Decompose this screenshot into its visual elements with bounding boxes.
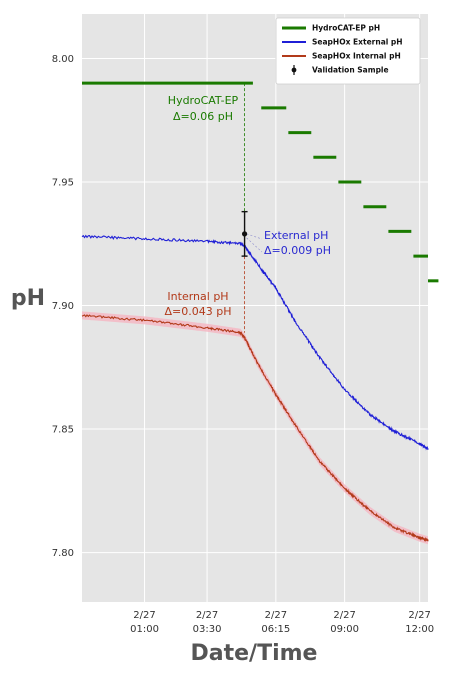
- x-tick-date: 2/27: [333, 610, 355, 621]
- external-annotation-pointer: [246, 233, 263, 240]
- legend-swatch: [291, 67, 297, 73]
- plot-area: [82, 14, 428, 602]
- y-tick-label: 8.00: [52, 54, 74, 65]
- external-annotation-pointer: [246, 237, 263, 253]
- y-axis-title: pH: [11, 286, 45, 311]
- validation-sample-point: [241, 231, 248, 237]
- x-tick-date: 2/27: [265, 610, 287, 621]
- legend: HydroCAT-EP pH SeapHOx External pH SeapHOx…: [275, 17, 421, 85]
- x-tick-date: 2/27: [133, 610, 155, 621]
- uncertainty-bands: [82, 311, 428, 545]
- y-tick-label: 7.90: [52, 301, 74, 312]
- x-tick-time: 03:30: [193, 624, 222, 635]
- legend-entry: SeapHOx External pH: [312, 38, 403, 47]
- y-tick-label: 7.80: [52, 548, 74, 559]
- x-tick-date: 2/27: [196, 610, 218, 621]
- annotation-external-line2: Δ=0.009 pH: [264, 244, 331, 257]
- x-tick-time: 09:00: [330, 624, 359, 635]
- annotation-external-line1: External pH: [264, 229, 328, 242]
- internal-ph-line: [81, 314, 429, 542]
- y-tick-label: 7.95: [52, 178, 74, 189]
- annotation-hydrocat-line2: Δ=0.06 pH: [173, 110, 233, 123]
- external-ph-line: [81, 234, 429, 451]
- legend-entry: Validation Sample: [312, 66, 389, 75]
- annotation-hydrocat-line1: HydroCAT-EP: [168, 94, 239, 107]
- x-tick-time: 12:00: [405, 624, 434, 635]
- y-tick-label: 7.85: [52, 425, 74, 436]
- x-tick-date: 2/27: [408, 610, 430, 621]
- series-layer: [81, 81, 439, 542]
- legend-box: [275, 17, 421, 85]
- annotation-internal-line1: Internal pH: [167, 290, 228, 303]
- gridlines: [82, 14, 428, 602]
- tick-labels: 7.80 7.85 7.90 7.95 8.00 2/27 01:00 2/27 03:30 2/…: [52, 54, 434, 635]
- x-tick-time: 06:15: [261, 624, 290, 635]
- annotations: HydroCAT-EP Δ=0.06 pH External pH Δ=0.00…: [165, 94, 331, 318]
- internal-ph-band: [82, 311, 428, 545]
- legend-entry: SeapHOx Internal pH: [312, 52, 401, 61]
- x-tick-time: 01:00: [130, 624, 159, 635]
- annotation-internal-line2: Δ=0.043 pH: [165, 305, 232, 318]
- legend-entry: HydroCAT-EP pH: [312, 24, 380, 33]
- x-axis-title: Date/Time: [191, 641, 318, 666]
- reference-lines: [244, 83, 263, 333]
